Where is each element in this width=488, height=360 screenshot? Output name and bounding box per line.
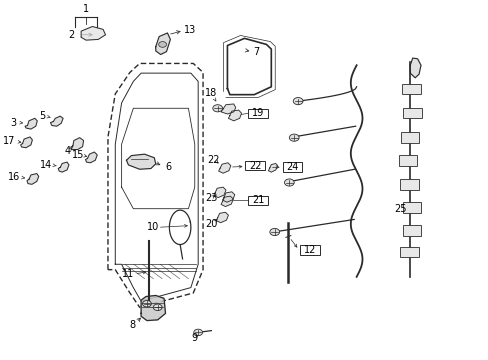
Circle shape bbox=[158, 41, 166, 47]
Text: 20: 20 bbox=[205, 219, 217, 229]
Text: 8: 8 bbox=[129, 320, 135, 329]
Polygon shape bbox=[126, 154, 156, 169]
FancyBboxPatch shape bbox=[403, 108, 421, 118]
Circle shape bbox=[142, 301, 151, 307]
Circle shape bbox=[153, 304, 162, 311]
Text: 24: 24 bbox=[285, 162, 298, 172]
FancyBboxPatch shape bbox=[402, 202, 421, 213]
Polygon shape bbox=[71, 138, 83, 149]
Polygon shape bbox=[213, 187, 225, 198]
Polygon shape bbox=[58, 162, 69, 172]
Polygon shape bbox=[25, 118, 37, 129]
Text: 13: 13 bbox=[183, 25, 195, 35]
Text: 3: 3 bbox=[11, 118, 17, 128]
Text: 25: 25 bbox=[393, 204, 406, 214]
Text: 19: 19 bbox=[251, 108, 264, 118]
Polygon shape bbox=[409, 58, 420, 78]
Text: 12: 12 bbox=[303, 245, 315, 255]
Text: 5: 5 bbox=[39, 111, 45, 121]
FancyBboxPatch shape bbox=[400, 247, 418, 257]
Text: 22: 22 bbox=[207, 155, 220, 165]
FancyBboxPatch shape bbox=[245, 161, 264, 170]
FancyBboxPatch shape bbox=[248, 196, 267, 205]
Circle shape bbox=[269, 228, 279, 235]
Text: 14: 14 bbox=[41, 160, 53, 170]
FancyBboxPatch shape bbox=[282, 162, 302, 172]
Polygon shape bbox=[156, 33, 170, 54]
FancyBboxPatch shape bbox=[299, 245, 320, 255]
FancyBboxPatch shape bbox=[402, 225, 421, 236]
Polygon shape bbox=[141, 296, 165, 320]
Text: 16: 16 bbox=[8, 172, 20, 182]
Polygon shape bbox=[20, 137, 32, 148]
Text: 11: 11 bbox=[122, 269, 134, 279]
Text: 9: 9 bbox=[191, 333, 198, 343]
Polygon shape bbox=[50, 116, 63, 126]
Circle shape bbox=[284, 179, 294, 186]
Text: 17: 17 bbox=[3, 136, 16, 146]
Circle shape bbox=[212, 105, 222, 112]
FancyBboxPatch shape bbox=[400, 132, 418, 143]
Polygon shape bbox=[81, 27, 105, 40]
Text: 18: 18 bbox=[205, 87, 217, 98]
Circle shape bbox=[293, 98, 303, 105]
Text: 10: 10 bbox=[146, 222, 159, 232]
Text: 22: 22 bbox=[248, 161, 261, 171]
Text: 21: 21 bbox=[251, 195, 264, 206]
Polygon shape bbox=[27, 174, 39, 184]
Polygon shape bbox=[221, 104, 235, 114]
FancyBboxPatch shape bbox=[402, 84, 420, 94]
Text: 23: 23 bbox=[205, 193, 217, 203]
Text: 4: 4 bbox=[65, 145, 71, 156]
Text: 1: 1 bbox=[83, 4, 89, 14]
Polygon shape bbox=[218, 163, 230, 173]
Polygon shape bbox=[221, 196, 233, 207]
Text: 6: 6 bbox=[165, 162, 172, 172]
Circle shape bbox=[193, 329, 202, 336]
Text: 15: 15 bbox=[71, 150, 84, 160]
FancyBboxPatch shape bbox=[398, 155, 416, 166]
Circle shape bbox=[289, 134, 299, 141]
Polygon shape bbox=[268, 163, 277, 172]
Polygon shape bbox=[228, 110, 241, 121]
FancyBboxPatch shape bbox=[248, 109, 267, 118]
Text: 7: 7 bbox=[253, 46, 259, 57]
Text: 2: 2 bbox=[68, 30, 74, 40]
Polygon shape bbox=[85, 152, 97, 163]
Polygon shape bbox=[222, 192, 234, 202]
FancyBboxPatch shape bbox=[399, 179, 418, 190]
Polygon shape bbox=[216, 212, 228, 223]
